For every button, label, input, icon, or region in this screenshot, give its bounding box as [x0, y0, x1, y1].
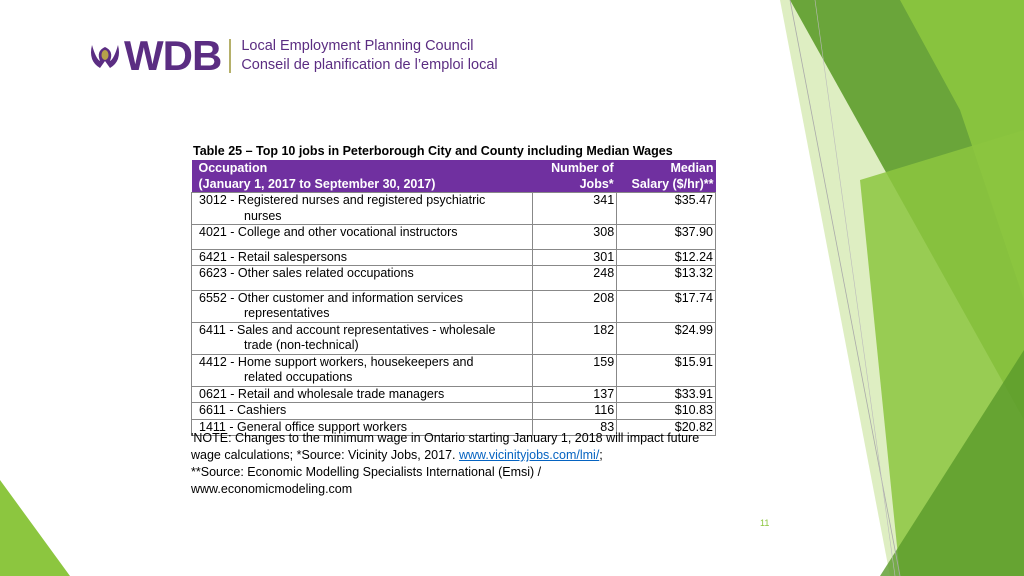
table-row: 0621 - Retail and wholesale trade manage…	[190, 385, 716, 403]
jobs-cell: 182	[532, 321, 618, 355]
occupation-cell: 6552 - Other customer and information se…	[190, 289, 534, 323]
occupation-cell: 4021 - College and other vocational inst…	[190, 224, 534, 250]
occupation-cell: 6611 - Cashiers	[190, 402, 534, 420]
vicinity-jobs-link[interactable]: www.vicinityjobs.com/lmi/	[458, 448, 600, 462]
council-name: Local Employment Planning Council Consei…	[241, 37, 497, 75]
occupation-cell: 4412 - Home support workers, housekeeper…	[190, 353, 534, 387]
occupation-cell: 6411 - Sales and account representatives…	[190, 321, 534, 355]
note-text: 'NOTE: Changes to the minimum wage in On…	[191, 431, 700, 462]
occupation-cell: 6623 - Other sales related occupations	[190, 265, 534, 291]
council-name-en: Local Employment Planning Council	[241, 38, 474, 54]
salary-cell: $20.82	[616, 418, 716, 436]
jobs-cell: 301	[532, 248, 618, 266]
salary-cell: $10.83	[616, 402, 716, 420]
header-occupation: Occupation (January 1, 2017 to September …	[191, 160, 533, 193]
salary-cell: $12.24	[616, 248, 716, 266]
table-row: 6411 - Sales and account representatives…	[190, 321, 716, 355]
occupation-cell: 6421 - Retail salespersons	[190, 248, 534, 266]
jobs-cell: 341	[532, 192, 618, 225]
jobs-cell: 159	[532, 353, 618, 387]
header-jobs: Number of Jobs*	[532, 160, 617, 193]
emsi-url: www.economicmodeling.com	[191, 482, 353, 496]
wdb-emblem-icon	[91, 45, 119, 68]
table-row: 6623 - Other sales related occupations 2…	[190, 265, 716, 291]
council-name-fr: Conseil de planification de l’emploi loc…	[241, 57, 498, 73]
table-header-row: Occupation (January 1, 2017 to September …	[191, 160, 716, 193]
occupation-cell: 1411 - General office support workers	[190, 418, 534, 436]
jobs-cell: 83	[532, 418, 618, 436]
table-row: 6421 - Retail salespersons 301 $12.24	[190, 248, 716, 266]
salary-cell: $35.47	[616, 192, 716, 225]
table-row: 6552 - Other customer and information se…	[190, 289, 716, 323]
note-punct: ;	[599, 448, 603, 462]
jobs-cell: 208	[532, 289, 618, 323]
salary-cell: $37.90	[616, 224, 716, 250]
wdb-wordmark: WDB	[124, 32, 222, 79]
jobs-cell: 116	[532, 402, 618, 420]
header-salary: Median Salary ($/hr)**	[616, 160, 716, 193]
salary-cell: $24.99	[616, 321, 716, 355]
occupation-cell: 3012 - Registered nurses and registered …	[190, 192, 534, 225]
occupation-cell: 0621 - Retail and wholesale trade manage…	[190, 385, 534, 403]
salary-cell: $15.91	[616, 353, 716, 387]
table-note: 'NOTE: Changes to the minimum wage in On…	[191, 430, 731, 498]
salary-cell: $17.74	[616, 289, 716, 323]
table-row: 4021 - College and other vocational inst…	[190, 224, 716, 250]
jobs-table: Occupation (January 1, 2017 to September …	[190, 160, 716, 436]
logo-divider	[229, 39, 232, 73]
salary-cell: $13.32	[616, 265, 716, 291]
jobs-cell: 137	[532, 385, 618, 403]
page-number: 11	[760, 518, 770, 528]
table-row: 3012 - Registered nurses and registered …	[190, 192, 716, 225]
wdb-logo: WDB Local Employment Planning Council Co…	[88, 32, 498, 79]
table-row: 6611 - Cashiers 116 $10.83	[190, 402, 716, 420]
emsi-source: **Source: Economic Modelling Specialists…	[191, 465, 542, 479]
jobs-cell: 248	[532, 265, 618, 291]
table-caption: Table 25 – Top 10 jobs in Peterborough C…	[193, 144, 673, 158]
table-row: 1411 - General office support workers 83…	[190, 418, 716, 436]
table-row: 4412 - Home support workers, housekeeper…	[190, 353, 716, 387]
jobs-cell: 308	[532, 224, 618, 250]
salary-cell: $33.91	[616, 385, 716, 403]
